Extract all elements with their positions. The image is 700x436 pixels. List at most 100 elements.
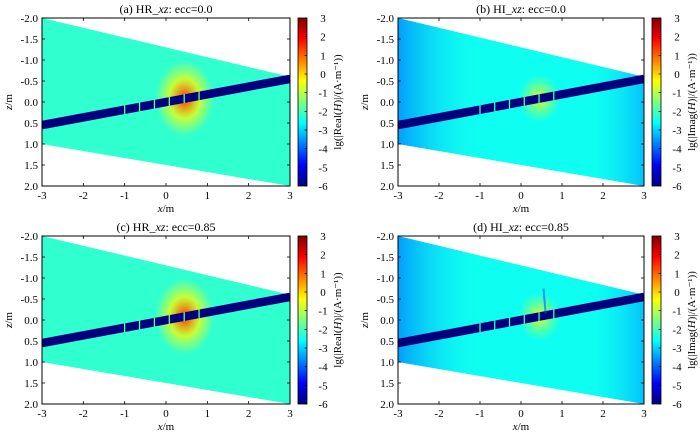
borehole (398, 292, 644, 348)
y-tick-label: 0.0 (24, 315, 38, 327)
y-tick-label: 1.0 (380, 357, 394, 369)
y-axis-label: z/m (3, 94, 15, 111)
x-tick-label: -3 (37, 190, 47, 202)
y-tick-label: -1.0 (21, 273, 39, 285)
x-tick-label: 3 (641, 408, 647, 420)
panel-c: -3 -2 -1 0 1 2 3 -2.0 -1.5 -1.0 -0.5 0.0 0.5 1.0 1.5 2.… (3, 220, 344, 433)
y-tick-label: 0.5 (380, 336, 394, 348)
y-tick-label: -1.5 (21, 34, 39, 46)
colorbar-tick-label: -2 (672, 106, 681, 118)
y-tick-label: 2.0 (24, 399, 38, 411)
x-axis-label: x/m (512, 203, 530, 215)
x-tick-label: 0 (163, 408, 169, 420)
colorbar-tick-label: -1 (672, 306, 681, 318)
x-axis-label: x/m (157, 421, 175, 431)
x-tick-label: -2 (434, 408, 443, 420)
colorbar-label: lg(|Real(H)|/(A·m⁻¹)) (332, 272, 344, 368)
y-tick-label: -1.5 (377, 34, 395, 46)
colorbar-tick-label: 0 (320, 69, 326, 81)
colorbar (297, 17, 308, 187)
colorbar-tick-label: 3 (320, 13, 326, 25)
colorbar-tick-label: -2 (672, 324, 681, 336)
x-tick-label: 0 (163, 190, 169, 202)
x-tick-label: 1 (205, 408, 211, 420)
colorbar-tick-label: 3 (674, 231, 680, 243)
panel-title: (d) HI_xz: ecc=0.85 (473, 220, 569, 234)
colorbar-tick-label: -1 (318, 306, 327, 318)
colorbar-tick-label: -3 (318, 343, 328, 355)
colorbar-tick-label: -3 (672, 125, 682, 137)
x-tick-label: -2 (79, 408, 88, 420)
y-tick-label: -1.5 (377, 252, 395, 264)
y-axis-label: z/m (359, 94, 371, 111)
y-tick-label: -2.0 (21, 231, 39, 243)
y-tick-label: -1.0 (377, 273, 395, 285)
x-tick-label: -3 (393, 408, 403, 420)
y-tick-label: 1.0 (380, 139, 394, 151)
colorbar-tick-label: 1 (674, 268, 680, 280)
y-tick-label: -2.0 (377, 13, 395, 25)
y-tick-label: 0.0 (24, 97, 38, 109)
x-axis-label: x/m (157, 203, 175, 215)
y-tick-label: -0.5 (377, 294, 395, 306)
panel-title: (c) HR_xz: ecc=0.85 (116, 220, 215, 234)
colorbar-tick-label: -3 (318, 125, 328, 137)
y-tick-label: -1.0 (21, 55, 39, 67)
x-tick-label: 1 (559, 408, 565, 420)
heatmap-area (398, 236, 644, 404)
y-tick-label: 1.5 (380, 378, 394, 390)
colorbar-tick-label: 1 (320, 268, 326, 280)
colorbar-tick-label: -6 (318, 181, 328, 193)
y-tick-label: 0.5 (24, 118, 38, 130)
colorbar (651, 235, 662, 405)
colorbar-tick-label: -2 (318, 106, 327, 118)
x-tick-label: -1 (475, 190, 484, 202)
colorbar-tick-label: -2 (318, 324, 327, 336)
colorbar-tick-label: -5 (318, 162, 328, 174)
colorbar-tick-label: -4 (318, 144, 328, 156)
x-tick-label: 2 (246, 408, 252, 420)
borehole (42, 74, 290, 130)
x-tick-label: 2 (246, 190, 252, 202)
x-tick-label: -2 (79, 190, 88, 202)
x-tick-label: -2 (434, 190, 443, 202)
panel-d: -3 -2 -1 0 1 2 3 -2.0 -1.5 -1.0 -0.5 0.0 0.5 1.0 1.5 2.… (359, 220, 698, 433)
panel-title: (b) HI_xz: ecc=0.0 (476, 2, 566, 16)
x-tick-label: 0 (518, 408, 524, 420)
colorbar-tick-label: 0 (674, 287, 680, 299)
colorbar-tick-label: -5 (318, 380, 328, 392)
colorbar-tick-label: 2 (320, 32, 326, 44)
y-tick-label: 1.0 (24, 357, 38, 369)
y-tick-label: 2.0 (380, 399, 394, 411)
colorbar-tick-label: 1 (320, 50, 326, 62)
colorbar-tick-label: -6 (318, 399, 328, 411)
colorbar-tick-label: 3 (674, 13, 680, 25)
y-tick-label: -2.0 (21, 13, 39, 25)
y-tick-label: -1.0 (377, 55, 395, 67)
colorbar-tick-label: 0 (320, 287, 326, 299)
panel-title: (a) HR_xz: ecc=0.0 (119, 2, 212, 16)
y-tick-label: 1.5 (380, 160, 394, 172)
x-tick-label: -1 (475, 408, 484, 420)
colorbar-tick-label: 0 (674, 69, 680, 81)
y-tick-label: 1.5 (24, 378, 38, 390)
colorbar-label: lg(|Real(H)|/(A·m⁻¹)) (332, 54, 344, 150)
y-axis-label: z/m (359, 312, 371, 329)
y-tick-label: -1.5 (21, 252, 39, 264)
colorbar-tick-label: -6 (672, 181, 682, 193)
colorbar-tick-label: 3 (320, 231, 326, 243)
colorbar-tick-label: -1 (318, 88, 327, 100)
heatmap-area (42, 18, 290, 186)
y-tick-label: 2.0 (24, 181, 38, 193)
colorbar-tick-label: -4 (672, 362, 682, 374)
y-tick-label: -0.5 (21, 294, 39, 306)
x-tick-label: 3 (641, 190, 647, 202)
x-tick-label: 3 (287, 408, 293, 420)
heatmap-area (398, 18, 644, 186)
y-tick-label: -2.0 (377, 231, 395, 243)
panel-a: -3 -2 -1 0 1 2 3 -2.0 -1.5 -1.0 -0.5 0.0 0.5 1.0 1.5 2.… (3, 2, 344, 215)
colorbar-tick-label: 2 (674, 32, 680, 44)
x-tick-label: 2 (600, 190, 606, 202)
x-tick-label: -3 (37, 408, 47, 420)
